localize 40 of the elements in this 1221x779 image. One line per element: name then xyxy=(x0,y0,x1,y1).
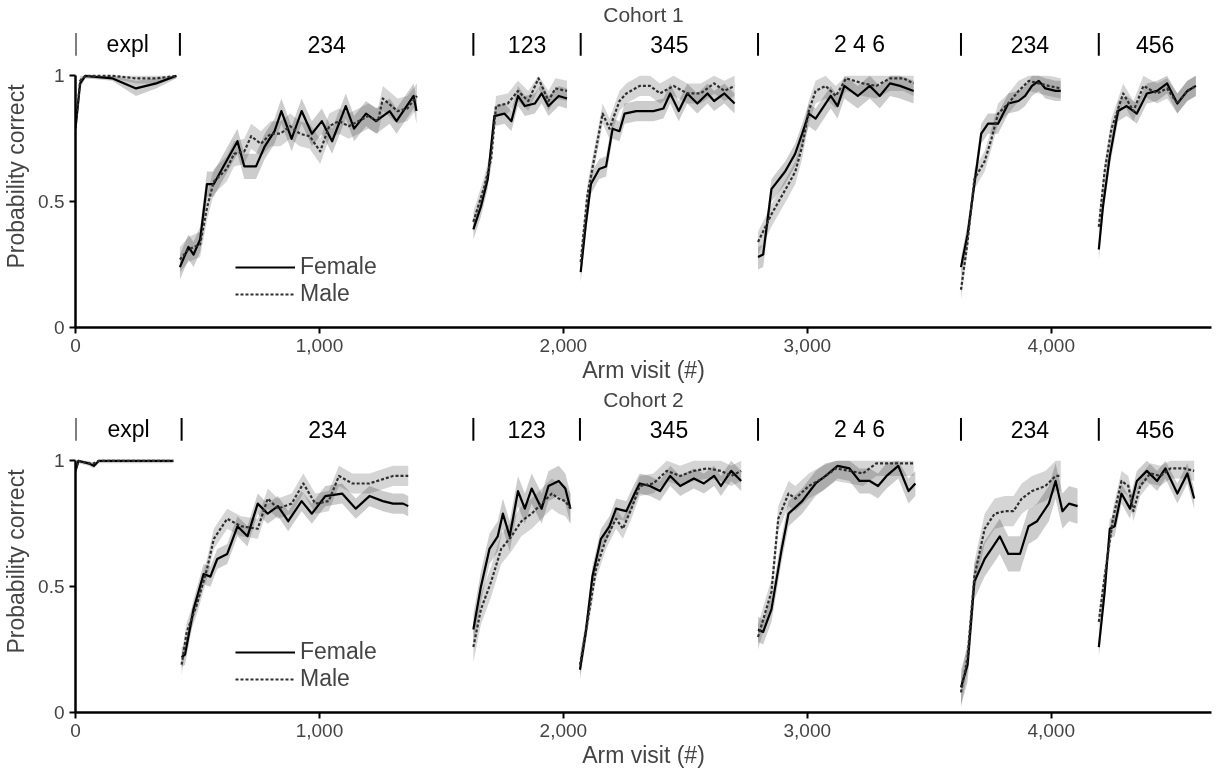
text: 345 xyxy=(649,416,689,443)
text: 345 xyxy=(650,31,689,58)
y-tick-label: 1 xyxy=(53,450,65,472)
y-axis-title: Probability correct xyxy=(3,468,30,654)
x-axis-title: Arm visit (#) xyxy=(582,741,705,768)
text: 2 4 6 xyxy=(833,31,886,58)
text: 234 xyxy=(307,31,347,58)
legend-label: Male xyxy=(300,665,350,692)
text: 123 xyxy=(507,416,546,443)
y-tick-label: 0 xyxy=(53,702,65,723)
x-axis-title: Arm visit (#) xyxy=(582,356,705,383)
legend-label: Female xyxy=(300,253,377,280)
x-tick-label: 0 xyxy=(70,719,81,741)
text: 456 xyxy=(1135,416,1175,443)
y-tick-label: 0.5 xyxy=(38,576,65,598)
text: 234 xyxy=(1010,416,1050,443)
text: 456 xyxy=(1135,31,1175,58)
chart-title: Cohort 1 xyxy=(603,2,684,26)
x-tick-label: 2,000 xyxy=(539,719,588,741)
x-tick-label: 3,000 xyxy=(783,719,832,741)
y-tick-label: 0 xyxy=(53,317,65,338)
legend-label: Male xyxy=(300,280,350,307)
x-tick-label: 3,000 xyxy=(783,334,832,356)
text: 2 4 6 xyxy=(833,416,886,443)
x-tick-label: 2,000 xyxy=(539,334,588,356)
y-tick-label: 0.5 xyxy=(38,191,65,213)
x-tick-label: 1,000 xyxy=(295,334,344,356)
legend-label: Female xyxy=(300,638,377,665)
x-tick-label: 4,000 xyxy=(1027,719,1076,741)
chart-title: Cohort 2 xyxy=(603,387,684,411)
text: 123 xyxy=(507,31,547,58)
text: 234 xyxy=(308,416,347,443)
x-tick-label: 0 xyxy=(70,334,81,356)
text: expl xyxy=(107,416,150,443)
x-tick-label: 1,000 xyxy=(295,719,344,741)
y-tick-label: 1 xyxy=(53,65,65,87)
text: 234 xyxy=(1010,31,1050,58)
x-tick-label: 4,000 xyxy=(1027,334,1076,356)
text: expl xyxy=(106,31,149,58)
y-axis-title: Probability correct xyxy=(3,83,30,269)
